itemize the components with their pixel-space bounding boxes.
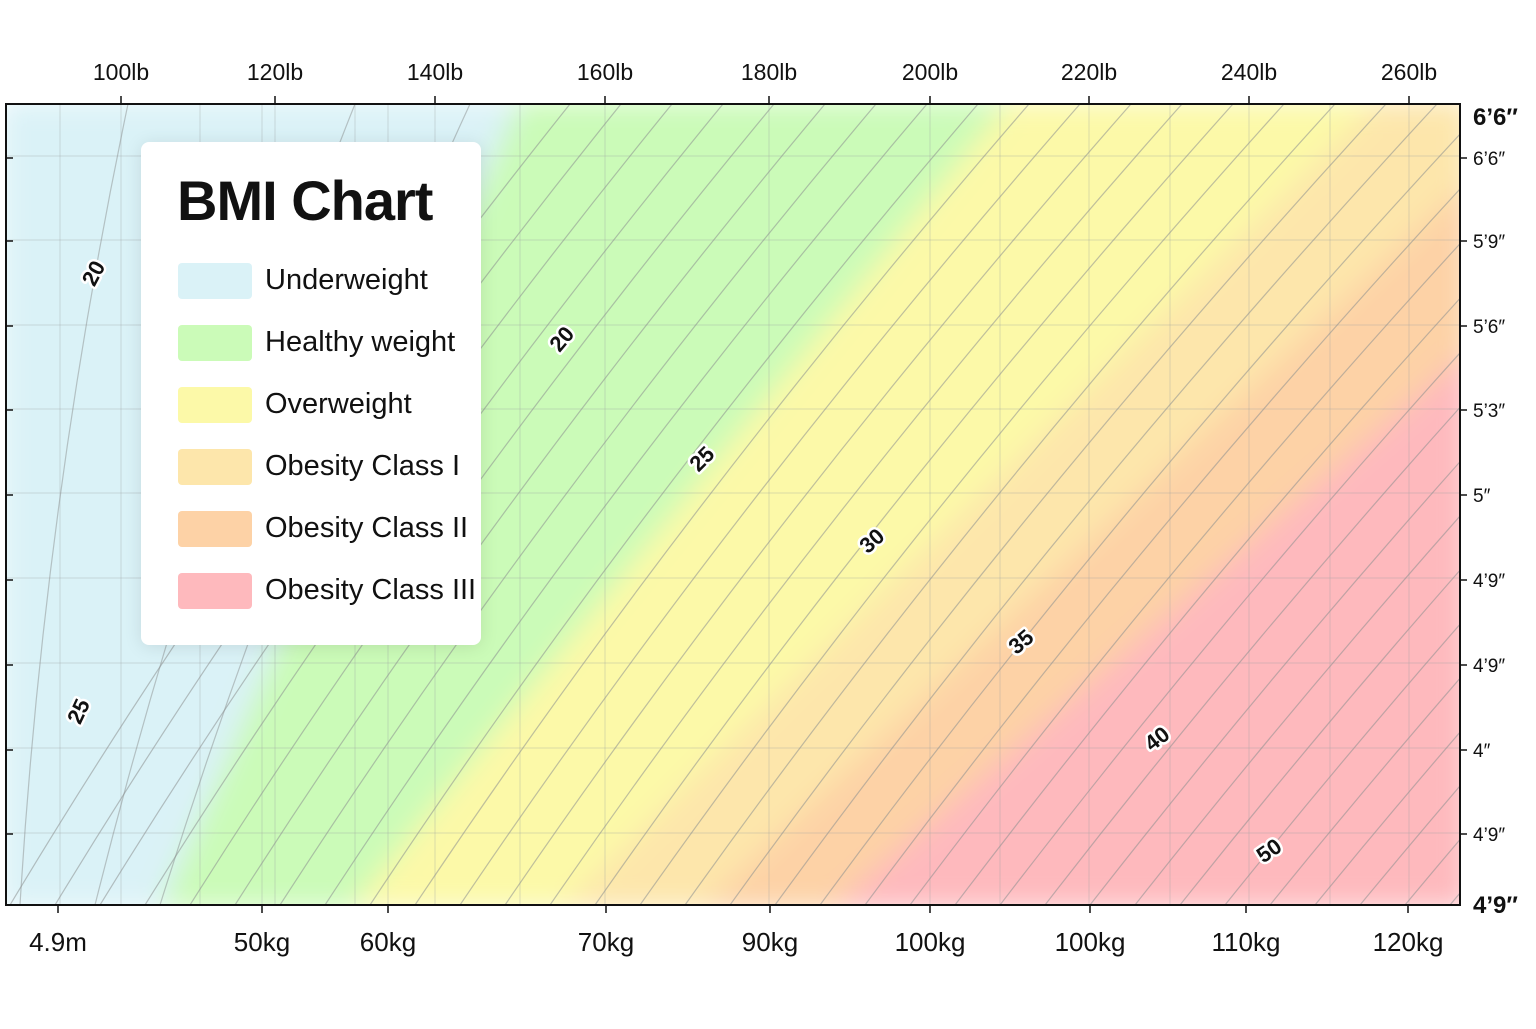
right-tick-label: 4’9″ bbox=[1473, 892, 1518, 919]
bmi-contour-line bbox=[504, 104, 1132, 905]
top-tick-label: 200lb bbox=[902, 59, 958, 85]
bmi-contour-line bbox=[729, 104, 1387, 905]
bmi-contour-line bbox=[864, 188, 1460, 905]
bmi-contour-line bbox=[234, 104, 826, 905]
bmi-contour-line bbox=[1269, 677, 1460, 905]
bmi-contour-line bbox=[1134, 515, 1460, 905]
bmi-contour-line bbox=[1449, 892, 1460, 905]
legend-swatch bbox=[178, 325, 252, 361]
legend-item: Obesity Class I bbox=[178, 449, 478, 487]
plot-frame bbox=[5, 103, 1461, 906]
top-tick-label: 180lb bbox=[741, 59, 797, 85]
bottom-tick-label: 100kg bbox=[895, 927, 966, 957]
bottom-tick-label: 60kg bbox=[360, 927, 416, 957]
chart-title: BMI Chart bbox=[177, 169, 433, 232]
bmi-contour-line bbox=[279, 104, 877, 905]
bmi-contour-line bbox=[1044, 406, 1460, 905]
legend-item: Underweight bbox=[178, 263, 478, 301]
legend-swatch bbox=[178, 573, 252, 609]
bmi-zone-band bbox=[835, 358, 1460, 905]
bmi-contour-line bbox=[1314, 731, 1460, 905]
bmi-contour-line bbox=[774, 104, 1438, 905]
legend-label: Overweight bbox=[265, 388, 412, 420]
bottom-tick-label: 50kg bbox=[234, 927, 290, 957]
right-tick-label: 5″ bbox=[1473, 486, 1491, 507]
right-tick-label: 5’9″ bbox=[1473, 232, 1505, 253]
bmi-contour-line bbox=[594, 104, 1234, 905]
bmi-contour-line bbox=[1179, 569, 1460, 905]
right-tick-label: 5’3″ bbox=[1473, 401, 1505, 422]
legend-item: Healthy weight bbox=[178, 325, 478, 363]
right-tick-label: 6’6″ bbox=[1473, 104, 1518, 131]
top-tick-label: 240lb bbox=[1221, 59, 1277, 85]
bmi-contour-line bbox=[1224, 623, 1460, 905]
bmi-contour-line bbox=[819, 133, 1460, 905]
bmi-contour-line bbox=[549, 104, 1183, 905]
top-tick-label: 160lb bbox=[577, 59, 633, 85]
legend-swatch bbox=[178, 387, 252, 423]
bmi-contour-line bbox=[1359, 784, 1460, 905]
legend-swatch bbox=[178, 449, 252, 485]
bmi-contour-line bbox=[954, 297, 1460, 905]
bmi-contour-line bbox=[684, 104, 1336, 905]
legend-label: Healthy weight bbox=[265, 326, 456, 358]
legend: BMI Chart Underweight Healthy weight Overw… bbox=[141, 142, 481, 645]
top-tick-label: 220lb bbox=[1061, 59, 1117, 85]
top-tick-label: 100lb bbox=[93, 59, 149, 85]
bottom-tick-label: 4.9m bbox=[29, 927, 87, 957]
legend-label: Underweight bbox=[265, 264, 428, 296]
right-tick-label: 6’6″ bbox=[1473, 149, 1505, 170]
right-tick-label: 4’9″ bbox=[1473, 571, 1505, 592]
bmi-contour-line bbox=[999, 352, 1460, 905]
bottom-tick-label: 120kg bbox=[1373, 927, 1444, 957]
legend-item: Obesity Class III bbox=[178, 573, 478, 611]
bmi-contour-line bbox=[369, 104, 979, 905]
right-tick-label: 4’9″ bbox=[1473, 656, 1505, 677]
legend-item: Overweight bbox=[178, 387, 478, 425]
legend-swatch bbox=[178, 263, 252, 299]
legend-swatch bbox=[178, 511, 252, 547]
legend-label: Obesity Class II bbox=[265, 512, 469, 544]
bmi-contour-line bbox=[909, 242, 1460, 905]
bottom-tick-label: 70kg bbox=[578, 927, 634, 957]
bmi-contour-line bbox=[1089, 460, 1460, 905]
top-tick-label: 260lb bbox=[1381, 59, 1437, 85]
right-tick-label: 5’6″ bbox=[1473, 317, 1505, 338]
legend-item: Obesity Class II bbox=[178, 511, 478, 549]
bmi-contour-line bbox=[414, 104, 1030, 905]
bmi-contour-line bbox=[19, 104, 129, 905]
bottom-tick-label: 90kg bbox=[742, 927, 798, 957]
right-tick-label: 4″ bbox=[1473, 741, 1491, 762]
bmi-contour-line bbox=[324, 104, 928, 905]
top-tick-label: 140lb bbox=[407, 59, 463, 85]
bottom-tick-label: 110kg bbox=[1212, 927, 1281, 957]
legend-label: Obesity Class I bbox=[265, 450, 460, 482]
bmi-contour-line bbox=[639, 104, 1285, 905]
right-tick-label: 4’9″ bbox=[1473, 825, 1505, 846]
bottom-tick-label: 100kg bbox=[1055, 927, 1126, 957]
bmi-contour-line bbox=[459, 104, 1081, 905]
bmi-contour-line bbox=[1495, 104, 1536, 905]
top-tick-label: 120lb bbox=[247, 59, 303, 85]
legend-label: Obesity Class III bbox=[265, 574, 477, 606]
